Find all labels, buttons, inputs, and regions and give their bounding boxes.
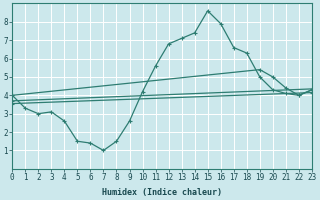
X-axis label: Humidex (Indice chaleur): Humidex (Indice chaleur) bbox=[102, 188, 222, 197]
